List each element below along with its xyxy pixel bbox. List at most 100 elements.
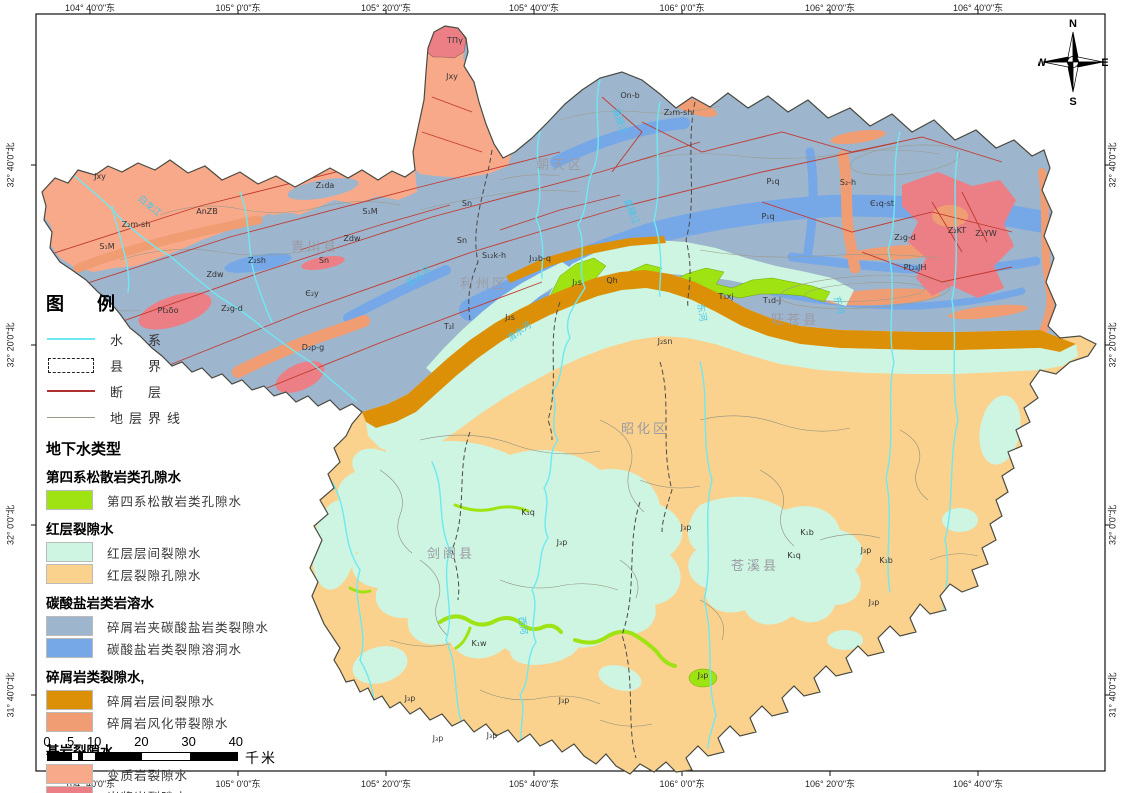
geologic-unit-label: J₃p: [556, 538, 568, 547]
geologic-unit-label: K₁b: [879, 556, 893, 565]
legend-swatch-label: 第四系松散岩类孔隙水: [107, 494, 243, 509]
longitude-label-top: 106° 20'0"东: [804, 3, 856, 13]
legend-color-swatch: [46, 542, 93, 562]
geologic-unit-label: Qh: [606, 276, 617, 285]
geologic-unit-label: Pt₂₃JH: [904, 263, 927, 272]
legend-group-heading: 碳酸盐岩类岩溶水: [46, 596, 154, 611]
legend-swatch-row: 碎屑岩夹碳酸盐岩类裂隙水: [46, 615, 331, 637]
ochre-strip-north: [506, 236, 666, 283]
geologic-unit-label: AnZB: [196, 207, 218, 216]
compass-rose: N S W E: [1038, 16, 1108, 108]
longitude-label-bottom: 105° 0'0"东: [215, 779, 261, 789]
longitude-label-bottom: 104° 40'0"东: [64, 779, 116, 789]
legend-item-water-system: 水 系: [46, 326, 331, 352]
compass-n-label: N: [1069, 18, 1077, 30]
geologic-unit-label: Pt₂δο: [158, 306, 179, 315]
geologic-unit-label: K₁w: [472, 639, 487, 648]
compass-s-label: S: [1069, 96, 1076, 108]
longitude-label-top: 105° 0'0"东: [215, 3, 261, 13]
legend-item-label: 水 系: [110, 332, 168, 348]
geologic-unit-label: K₁b: [800, 528, 814, 537]
legend-swatch-row: 碎屑岩层间裂隙水: [46, 689, 331, 711]
county-name-label: 旺苍县: [771, 312, 819, 327]
scale-bar-segment: [48, 753, 72, 760]
county-name-label: 苍溪县: [731, 558, 779, 573]
county-name-label: 利州区: [460, 276, 508, 291]
stratum-boundaries-north: [79, 105, 961, 312]
geologic-unit-label: J₃p: [868, 598, 880, 607]
geologic-unit-label: ΤΠγ: [446, 36, 463, 45]
river-name-label: 东河: [695, 303, 709, 323]
legend-color-swatch: [46, 638, 93, 658]
legend-color-swatch: [46, 564, 93, 584]
compass-e-label: E: [1101, 57, 1108, 69]
quaternary-valley-fills: [348, 503, 677, 668]
geologic-unit-label: J₂s: [504, 313, 515, 322]
geologic-unit-label: J₃p: [558, 696, 570, 705]
legend-swatch-label: 碎屑岩层间裂隙水: [107, 694, 216, 709]
legend-item-label: 县 界: [110, 358, 168, 374]
county-boundary-swatch: [48, 357, 94, 373]
geologic-unit-label: J₁₂b-q: [528, 254, 551, 263]
scale-bar-segment: [189, 753, 237, 760]
longitude-label-top: 106° 0'0"东: [659, 3, 705, 13]
longitude-label-top: 106° 40'0"东: [952, 3, 1004, 13]
map-body: [42, 26, 1096, 774]
scale-bar-bar: [47, 752, 238, 761]
legend-swatch-label: 碎屑岩风化带裂隙水: [107, 716, 229, 731]
geologic-unit-label: K₁q: [787, 551, 801, 560]
zone-redbed-interlayer-south: [312, 395, 1021, 691]
legend-title: 图 例: [46, 294, 130, 314]
longitude-label-top: 105° 40'0"东: [508, 3, 560, 13]
latitude-label-left: 32° 40'0"北: [5, 142, 16, 188]
geologic-unit-label: P₁q: [761, 212, 774, 221]
latitude-label-left: 31° 40'0"北: [5, 672, 16, 718]
zone-clastic-interlayer-band: [362, 270, 1076, 428]
geologic-unit-label: Є₂y: [305, 289, 319, 298]
water-system-symbol-icon: [46, 338, 96, 340]
compass-star: [1042, 31, 1104, 93]
geologic-unit-label: Sn: [457, 236, 467, 245]
legend-color-swatch: [46, 690, 93, 710]
map-frame: [35, 13, 1106, 772]
latitude-label-right: 32° 20'0"北: [1107, 322, 1118, 368]
legend-swatch-row: 碎屑岩风化带裂隙水: [46, 711, 331, 733]
geologic-unit-label: Z₂KT: [948, 226, 966, 235]
longitude-label-top: 104° 40'0"东: [64, 3, 116, 13]
legend-swatch-row: 碳酸盐岩类裂隙溶洞水: [46, 637, 331, 659]
longitude-label-bottom: 105° 20'0"东: [360, 779, 412, 789]
legend-groundwater-groups: 第四系松散岩类孔隙水 第四系松散岩类孔隙水 红层裂隙水 红层层间裂隙水 红层裂隙孔隙水碳…: [46, 466, 331, 793]
geologic-unit-label: Zdw: [343, 234, 361, 243]
stratum-boundary-symbol-icon: [46, 416, 96, 418]
legend-color-swatch: [46, 490, 93, 510]
legend-swatch-label: 岩浆岩裂隙水: [107, 787, 188, 793]
legend-group-heading: 红层裂隙水: [46, 522, 114, 537]
zone-mint-bulge: [540, 240, 854, 318]
county-boundaries: [451, 101, 696, 759]
geologic-unit-label: Z₂sh: [248, 256, 266, 265]
legend-group-heading: 第四系松散岩类孔隙水: [46, 470, 181, 485]
salmon-inlier: [932, 205, 968, 227]
legend-item-label: 断 层: [110, 384, 168, 400]
county-boundary-symbol-icon: [46, 357, 96, 373]
legend-swatch-label: 变质岩裂隙水: [107, 768, 189, 783]
region-outline: [41, 25, 1097, 775]
geologic-unit-label: Z₂g-d: [221, 304, 243, 313]
geologic-unit-label: T₁xj: [717, 292, 733, 301]
fault-line: [47, 390, 95, 392]
zone-clastic-carbonate: [42, 26, 1060, 412]
lens-z1da: [287, 178, 359, 200]
river-name-label: 东河: [832, 295, 847, 315]
geologic-unit-label: Z₂m-sh: [664, 108, 693, 117]
lens-z2sh: [224, 253, 292, 273]
geologic-unit-label: S₁M: [99, 242, 114, 251]
zone-metamorphic-peninsula: [412, 26, 512, 178]
county-name-label: 朝天区: [536, 157, 584, 172]
geologic-unit-label: Z₂YW: [975, 229, 997, 238]
scale-bar-unit: 千米: [245, 750, 277, 766]
latitude-label-right: 32° 0'0"北: [1107, 504, 1118, 546]
lens-valley: [240, 213, 300, 235]
scale-tick-label: 5: [66, 734, 75, 749]
latitude-label-right: 31° 40'0"北: [1107, 672, 1118, 718]
geologic-unit-label: Jxy: [93, 172, 106, 181]
